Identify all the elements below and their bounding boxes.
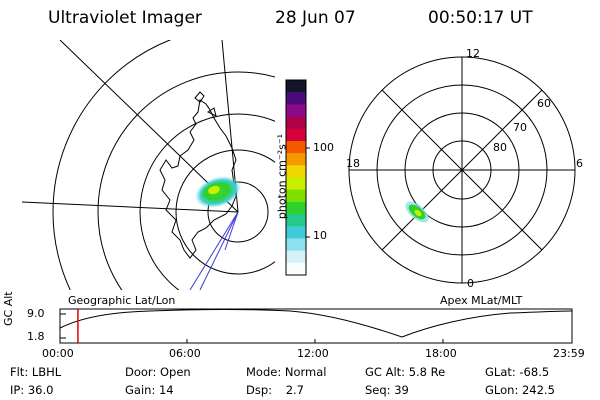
mlt-label-18: 18	[346, 157, 360, 170]
colorbar-frame	[285, 79, 307, 276]
colorbar-segment	[286, 189, 306, 203]
altitude-timeline	[59, 308, 573, 344]
info-glon: GLon: 242.5	[485, 383, 555, 397]
date-label: 28 Jun 07	[275, 8, 356, 28]
colorbar-segment	[286, 165, 306, 178]
colorbar-segment	[286, 128, 306, 142]
colorbar-segment	[286, 201, 306, 215]
altitude-curve	[59, 309, 573, 338]
colorbar-segment	[286, 80, 306, 93]
timeline-x-0: 00:00	[42, 347, 74, 360]
time-label: 00:50:17 UT	[428, 8, 533, 28]
colorbar-segment	[286, 104, 306, 118]
timeline-y-bottom: 1.8	[27, 330, 45, 343]
timeline-x-4: 23:59	[553, 347, 585, 360]
mlat-label-60: 60	[537, 97, 551, 110]
timeline-x-2: 12:00	[297, 347, 329, 360]
colorbar-segment	[286, 238, 306, 252]
mlt-label-6: 6	[576, 157, 583, 170]
info-mode: Mode: Normal	[246, 365, 327, 379]
colorbar-segment	[286, 177, 306, 191]
colorbar-unit-label: photon cm⁻²s⁻¹	[275, 133, 289, 220]
geo-panel-label: Geographic Lat/Lon	[68, 294, 176, 307]
colorbar-tick-100: 100	[313, 141, 334, 154]
mlat-label-80: 80	[493, 141, 507, 154]
colorbar-segment	[286, 140, 306, 154]
timeline-x-3: 18:00	[425, 347, 457, 360]
info-door: Door: Open	[125, 365, 191, 379]
info-dsp: Dsp: 2.7	[246, 383, 304, 397]
info-gain: Gain: 14	[125, 383, 174, 397]
colorbar-segment	[286, 92, 306, 105]
info-seq: Seq: 39	[365, 383, 409, 397]
apex-aurora-blob	[405, 201, 429, 223]
geo-aurora-blob	[194, 175, 242, 209]
colorbar-segment	[286, 226, 306, 239]
colorbar	[285, 79, 310, 276]
info-glat: GLat: -68.5	[485, 365, 550, 379]
mlt-label-12: 12	[466, 47, 480, 60]
info-ip: IP: 36.0	[10, 383, 54, 397]
instrument-title: Ultraviolet Imager	[48, 8, 202, 28]
colorbar-segment	[286, 153, 306, 166]
info-flt: Flt: LBHL	[10, 365, 62, 379]
timeline-y-top: 9.0	[27, 307, 45, 320]
coastline	[159, 99, 237, 259]
colorbar-segment	[286, 262, 306, 276]
apex-panel-label: Apex MLat/MLT	[440, 294, 523, 307]
mlat-label-70: 70	[513, 121, 527, 134]
timeline-ylabel: GC Alt	[2, 291, 15, 326]
geographic-map	[21, 40, 275, 290]
timeline-x-1: 06:00	[169, 347, 201, 360]
colorbar-segment	[286, 116, 306, 130]
colorbar-segment	[286, 250, 306, 264]
mlt-label-0: 0	[467, 277, 474, 290]
info-gc-alt: GC Alt: 5.8 Re	[365, 365, 446, 379]
colorbar-segment	[286, 214, 306, 227]
colorbar-tick-10: 10	[313, 229, 327, 242]
apex-polar-grid	[348, 56, 576, 284]
